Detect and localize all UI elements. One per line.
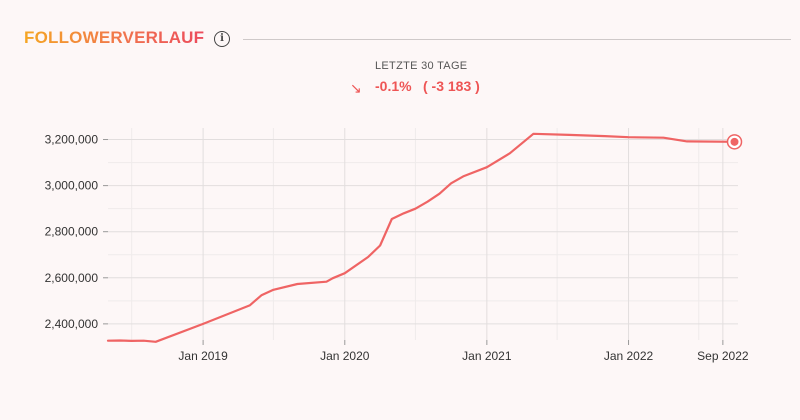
info-icon[interactable]: i xyxy=(214,31,230,47)
y-tick-label: 3,000,000 xyxy=(45,179,99,193)
chart-header: FOLLOWERVERLAUF i LETZTE 30 TAGE ↘ -0.1%… xyxy=(0,0,800,96)
arrow-down-right-icon: ↘ xyxy=(350,80,362,96)
last-point-marker xyxy=(730,137,739,146)
change-percent: -0.1% xyxy=(375,78,412,94)
section-title: FOLLOWERVERLAUF xyxy=(24,28,205,47)
period-label: LETZTE 30 TAGE xyxy=(375,60,468,72)
y-tick-label: 2,600,000 xyxy=(45,271,99,285)
x-tick-label: Jan 2022 xyxy=(604,349,654,363)
grid-minor xyxy=(108,128,738,340)
title-divider xyxy=(243,39,791,40)
y-tick-label: 2,800,000 xyxy=(45,225,99,239)
x-axis-ticks: Jan 2019 Jan 2020 Jan 2021 Jan 2022 Sep 2022 xyxy=(178,340,749,363)
x-tick-label: Jan 2019 xyxy=(178,349,228,363)
x-tick-label: Jan 2020 xyxy=(320,349,370,363)
change-absolute: ( -3 183 ) xyxy=(423,78,480,94)
series-layer xyxy=(106,132,743,343)
x-tick-label: Sep 2022 xyxy=(697,349,749,363)
series-line xyxy=(106,132,736,343)
y-tick-label: 3,200,000 xyxy=(45,133,99,147)
grid-major xyxy=(108,128,738,340)
y-tick-label: 2,400,000 xyxy=(45,317,99,331)
y-axis-ticks: 2,400,000 2,600,000 2,800,000 3,000,000 3,20… xyxy=(45,133,108,331)
x-tick-label: Jan 2021 xyxy=(462,349,512,363)
